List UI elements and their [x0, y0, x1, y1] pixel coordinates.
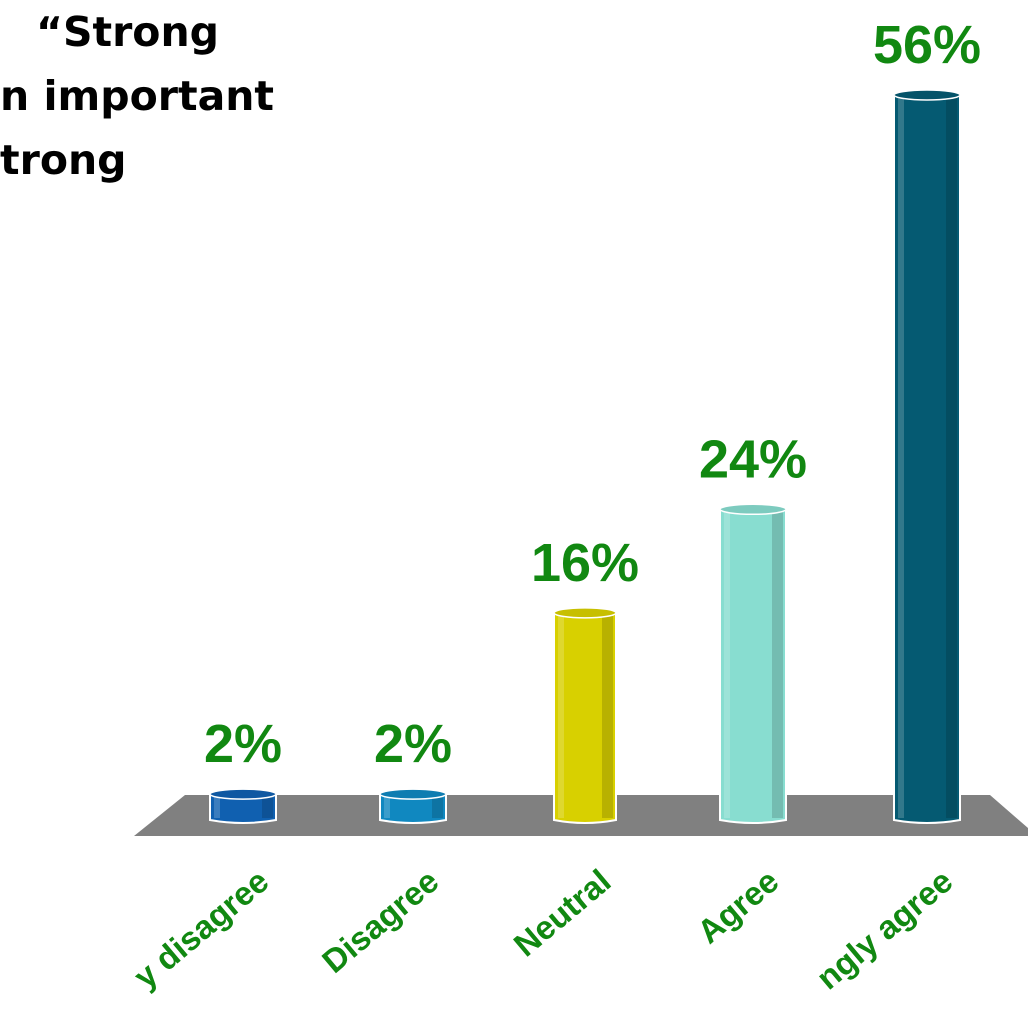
- bar-facet-dark: [772, 511, 783, 818]
- bar-facet-dark: [946, 97, 957, 818]
- bar-top: [719, 503, 787, 516]
- value-label-1: 2%: [204, 714, 282, 774]
- bar-facet-light: [724, 511, 730, 818]
- bar-top: [893, 89, 961, 101]
- category-label-3: Neutral: [507, 862, 618, 963]
- bar-facet-light: [384, 796, 390, 818]
- bar-facet-light: [558, 614, 564, 818]
- bar-facet-dark: [432, 796, 443, 818]
- bar-top: [553, 607, 617, 619]
- value-label-3: 16%: [531, 533, 639, 593]
- bar-facet-dark: [262, 796, 273, 818]
- bar-facet-light: [214, 796, 220, 818]
- bar-body: [379, 793, 447, 824]
- bar-facet-dark: [602, 614, 613, 818]
- bar-2: [379, 788, 447, 824]
- category-label-4: Agree: [690, 862, 785, 950]
- bar-3: [553, 607, 617, 824]
- bar-body: [719, 508, 787, 824]
- bar-body: [893, 94, 961, 824]
- chart-title-line-3: trong: [0, 136, 127, 184]
- bar-body: [209, 793, 277, 824]
- value-label-2: 2%: [374, 714, 452, 774]
- value-label-5: 56%: [873, 15, 981, 75]
- bar-5: [893, 89, 961, 824]
- bar-body: [553, 611, 617, 824]
- category-label-1: y disagree: [127, 862, 276, 995]
- value-label-4: 24%: [699, 429, 807, 489]
- bar-top: [379, 788, 447, 800]
- chart-title-line-2: n important: [0, 72, 275, 120]
- category-label-2: Disagree: [315, 862, 446, 980]
- bar-4: [719, 503, 787, 824]
- bar-facet-light: [898, 97, 904, 818]
- category-label-5: ngly agree: [809, 862, 959, 996]
- bar-1: [209, 788, 277, 824]
- chart-title-line-1: “Strong: [36, 8, 219, 56]
- bar-top: [209, 788, 277, 800]
